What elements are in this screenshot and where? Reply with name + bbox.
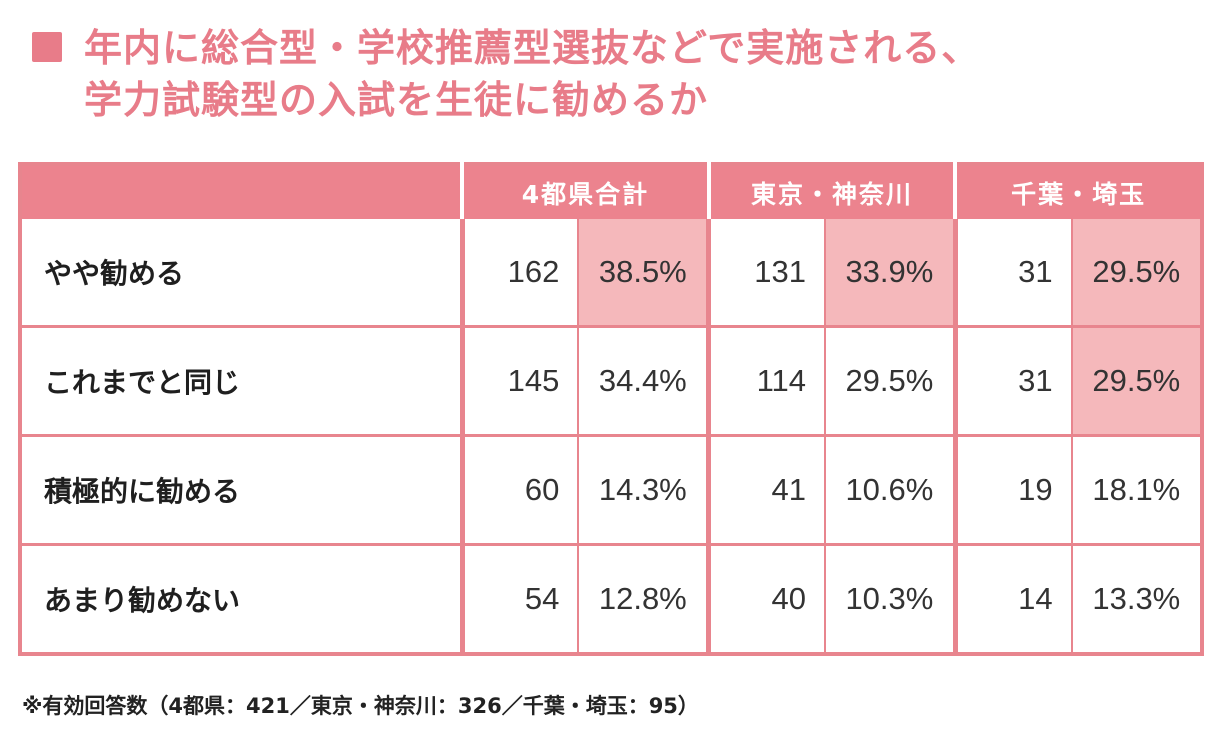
row-label: これまでと同じ — [20, 325, 463, 436]
percent-cell: 34.4% — [577, 325, 709, 436]
count-cell: 54 — [459, 543, 579, 654]
square-bullet-icon — [32, 32, 62, 62]
percent-cell: 29.5% — [823, 325, 956, 436]
chart-title: 年内に総合型・学校推薦型選抜などで実施される、 学力試験型の入試を生徒に勧めるか — [32, 22, 980, 126]
survey-table: 4都県合計 東京・神奈川 千葉・埼玉 やや勧める 162 38.5% 131 33.9%… — [18, 162, 1204, 656]
percent-cell: 13.3% — [1070, 543, 1202, 654]
table-row: これまでと同じ 145 34.4% 114 29.5% 31 29.5% — [20, 325, 1202, 436]
count-cell: 14 — [952, 543, 1072, 654]
header-row: 4都県合計 東京・神奈川 千葉・埼玉 — [20, 164, 1202, 219]
table-row: 積極的に勧める 60 14.3% 41 10.6% 19 18.1% — [20, 434, 1202, 545]
table-row: あまり勧めない 54 12.8% 40 10.3% 14 13.3% — [20, 543, 1202, 654]
group-header: 千葉・埼玉 — [953, 164, 1202, 219]
percent-cell: 10.3% — [823, 543, 956, 654]
percent-cell-highlighted: 38.5% — [577, 219, 709, 327]
row-label: あまり勧めない — [20, 543, 463, 654]
count-cell: 131 — [706, 219, 825, 327]
percent-cell-highlighted: 29.5% — [1070, 325, 1202, 436]
percent-cell-highlighted: 33.9% — [823, 219, 956, 327]
count-cell: 41 — [706, 434, 825, 545]
count-cell: 19 — [952, 434, 1072, 545]
title-line-2: 学力試験型の入試を生徒に勧めるか — [84, 78, 709, 122]
count-cell: 31 — [952, 325, 1072, 436]
percent-cell: 18.1% — [1070, 434, 1202, 545]
header-blank — [20, 164, 463, 219]
count-cell: 114 — [706, 325, 825, 436]
percent-cell: 10.6% — [823, 434, 956, 545]
count-cell: 31 — [952, 219, 1072, 327]
count-cell: 162 — [459, 219, 579, 327]
row-label: やや勧める — [44, 257, 185, 290]
group-header: 東京・神奈川 — [706, 164, 956, 219]
title-line-1: 年内に総合型・学校推薦型選抜などで実施される、 — [84, 26, 981, 70]
count-cell: 40 — [706, 543, 825, 654]
percent-cell-highlighted: 29.5% — [1070, 219, 1202, 327]
group-header: 4都県合計 — [460, 164, 709, 219]
count-cell: 60 — [459, 434, 579, 545]
percent-cell: 14.3% — [577, 434, 709, 545]
table-row: やや勧める 162 38.5% 131 33.9% 31 29.5% — [20, 219, 1202, 327]
row-label: 積極的に勧める — [20, 434, 463, 545]
percent-cell: 12.8% — [577, 543, 709, 654]
footnote: ※有効回答数（4都県：421／東京・神奈川：326／千葉・埼玉：95） — [22, 694, 699, 718]
count-cell: 145 — [459, 325, 579, 436]
